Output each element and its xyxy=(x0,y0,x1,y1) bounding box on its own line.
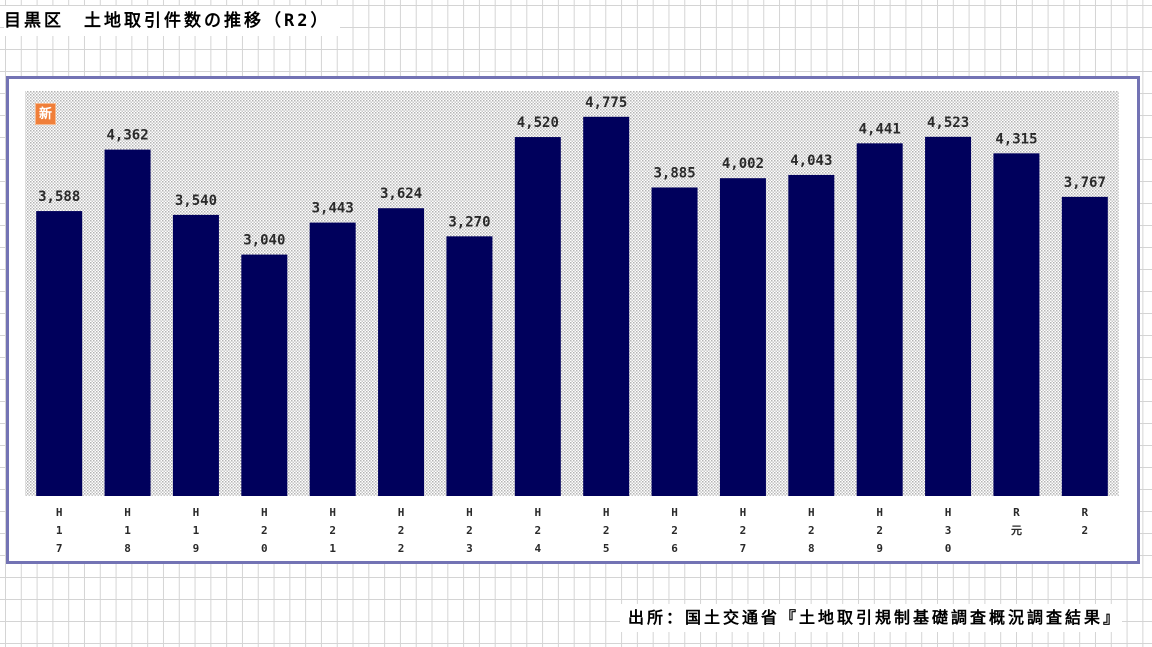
value-label-H20: 3,040 xyxy=(243,233,285,249)
source-note: 出所：国土交通省『土地取引規制基礎調査概況調査結果』 xyxy=(619,604,1122,632)
value-label-H17: 3,588 xyxy=(38,189,80,205)
bar-H19 xyxy=(172,214,219,496)
bar-R元 xyxy=(993,153,1040,496)
page-title: 目黒区 土地取引件数の推移（R2） xyxy=(4,6,341,36)
bar-H22 xyxy=(378,208,425,496)
value-label-H22: 3,624 xyxy=(380,186,422,202)
value-label-H21: 3,443 xyxy=(312,201,354,217)
bar-H21 xyxy=(309,222,356,496)
bar-H20 xyxy=(241,254,288,496)
bar-H30 xyxy=(925,136,972,496)
bar-H18 xyxy=(104,149,151,496)
bar-H24 xyxy=(514,137,561,496)
value-label-H29: 4,441 xyxy=(859,121,901,137)
value-label-H18: 4,362 xyxy=(106,128,148,144)
bar-H23 xyxy=(446,236,493,496)
bar-R2 xyxy=(1061,196,1108,496)
bar-H27 xyxy=(719,178,766,496)
bar-H29 xyxy=(856,143,903,497)
bar-H17 xyxy=(36,211,83,496)
value-label-R元: 4,315 xyxy=(995,131,1037,147)
new-badge: 新 xyxy=(35,103,56,125)
bars xyxy=(36,116,1108,497)
bar-H26 xyxy=(651,187,698,496)
value-label-H24: 4,520 xyxy=(517,115,559,131)
value-label-H27: 4,002 xyxy=(722,156,764,172)
bar-H28 xyxy=(788,174,835,496)
value-label-R2: 3,767 xyxy=(1064,175,1106,191)
value-labels: 3,588 4,362 3,540 3,040 3,443 3,624 3,270 4,520… xyxy=(38,95,1106,249)
bar-chart: 3,588 4,362 3,540 3,040 3,443 3,624 3,270 4,520… xyxy=(25,91,1119,555)
value-label-H26: 3,885 xyxy=(653,165,695,181)
value-label-H23: 3,270 xyxy=(448,214,490,230)
value-label-H28: 4,043 xyxy=(790,153,832,169)
category-labels: H 1 7 H 1 8 H 1 9 H 2 0 H 2 1 H 2 2 H 2 3 H 2 4 H 2 5 H 2 6 H 2 7 H 2 8 H 2 9 H… xyxy=(56,506,1089,555)
bar-H25 xyxy=(583,116,630,496)
value-label-H25: 4,775 xyxy=(585,95,627,111)
value-label-H19: 3,540 xyxy=(175,193,217,209)
value-label-H30: 4,523 xyxy=(927,115,969,131)
